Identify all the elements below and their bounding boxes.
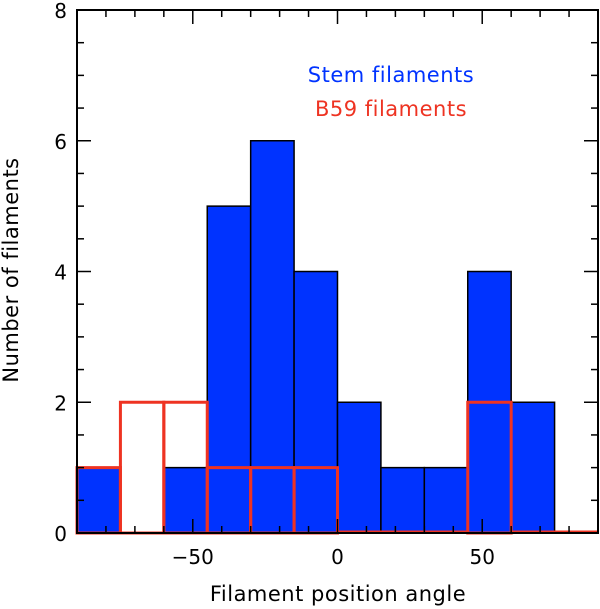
tick-labels: −50 0 50 0 2 4 6 8 (54, 0, 495, 569)
x-tick-label: 50 (469, 545, 494, 569)
stem-bar-8 (423, 466, 469, 534)
y-tick-label: 4 (54, 261, 67, 285)
x-tick-label: −50 (172, 545, 214, 569)
stem-bar-3 (206, 205, 252, 534)
y-tick-label: 6 (54, 130, 67, 154)
stem-bar-5 (293, 270, 339, 534)
b59-bar-1 (118, 400, 166, 535)
y-tick-label: 2 (54, 391, 67, 415)
legend-stem-filaments: Stem filaments (308, 63, 474, 87)
stem-bars (76, 140, 556, 534)
x-tick-label: 0 (331, 545, 344, 569)
y-axis-label: Number of filaments (0, 157, 23, 382)
ticks (76, 9, 599, 534)
y-tick-label: 8 (54, 0, 67, 23)
stem-bar-10 (510, 401, 556, 534)
stem-bar-7 (380, 466, 426, 534)
stem-bar-2 (163, 466, 208, 534)
stem-bar-4 (249, 140, 295, 534)
stem-bar-6 (336, 401, 382, 534)
legend-b59-filaments: B59 filaments (315, 97, 467, 121)
x-axis-label: Filament position angle (210, 582, 466, 606)
y-tick-label: 0 (54, 522, 67, 546)
